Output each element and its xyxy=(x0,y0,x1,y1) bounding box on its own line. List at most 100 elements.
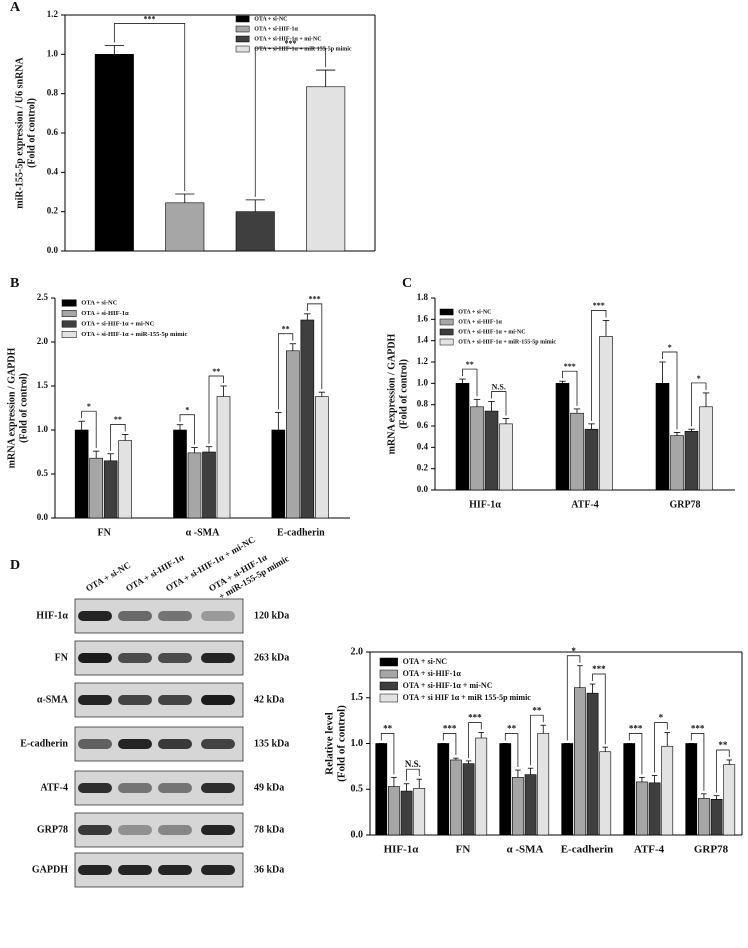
blot-band xyxy=(201,611,235,621)
error-bar xyxy=(473,398,481,407)
legend-label: OTA + si-HIF-1α xyxy=(254,26,298,32)
legend-label: OTA + si-HIF-1α + mi-NC xyxy=(81,320,154,327)
protein-label: HIF-1α xyxy=(36,610,68,621)
panel-label: D xyxy=(10,558,20,573)
error-bar xyxy=(104,45,124,55)
protein-label: GAPDH xyxy=(32,864,68,875)
kda-label: 78 kDa xyxy=(254,824,284,835)
significance-bracket xyxy=(591,310,607,421)
x-tick-label: GRP78 xyxy=(669,499,700,510)
blot-band xyxy=(158,825,192,835)
x-tick-label: GRP78 xyxy=(694,844,729,856)
bar xyxy=(512,777,524,836)
legend-swatch xyxy=(439,328,454,336)
significance-label: * xyxy=(697,374,701,383)
y-axis-label: (Fold of control) xyxy=(26,98,37,168)
legend-swatch xyxy=(235,45,250,53)
protein-label: GRP78 xyxy=(37,824,68,835)
x-tick-label: HIF-1α xyxy=(469,499,501,510)
significance-label: * xyxy=(87,402,91,411)
error-bar xyxy=(403,783,410,792)
bar xyxy=(470,406,484,491)
bar xyxy=(74,429,89,519)
error-bar xyxy=(459,378,466,384)
protein-label: α-SMA xyxy=(37,694,69,705)
error-bar xyxy=(107,453,114,461)
y-tick-label: 2.0 xyxy=(351,646,364,657)
significance-label: * xyxy=(185,406,189,415)
error-bar xyxy=(602,319,610,337)
y-axis-label: (Fold of control) xyxy=(398,359,409,429)
error-bar xyxy=(659,361,666,384)
bar xyxy=(413,788,426,836)
bar xyxy=(661,745,674,836)
significance-bracket xyxy=(654,722,668,773)
y-tick-label: 1.8 xyxy=(417,292,429,302)
y-tick-label: 1.2 xyxy=(417,356,429,366)
legend-label: OTA + si-HIF-1α xyxy=(403,669,462,678)
blot-band xyxy=(118,739,152,749)
blot-band xyxy=(201,783,235,793)
error-bar xyxy=(465,760,472,764)
x-tick-label: ATF-4 xyxy=(571,499,599,510)
y-tick-label: 0.8 xyxy=(47,88,59,98)
bar xyxy=(623,743,636,836)
error-bar xyxy=(304,313,311,320)
protein-label: ATF-4 xyxy=(40,782,68,793)
error-bar xyxy=(726,759,733,765)
error-bar xyxy=(701,793,707,799)
bar xyxy=(685,743,698,836)
bar xyxy=(235,211,275,252)
significance-bracket xyxy=(468,722,482,758)
significance-bracket xyxy=(566,655,581,741)
panel-label: A xyxy=(10,0,21,15)
blot-band xyxy=(158,783,192,793)
error-bar xyxy=(275,411,282,430)
bar xyxy=(315,396,329,519)
x-tick-label: α -SMA xyxy=(507,844,544,856)
bar xyxy=(484,410,499,491)
legend-label: OTA + si-HIF-1α + mi-NC xyxy=(403,681,493,690)
significance-bracket xyxy=(81,410,97,449)
error-bar xyxy=(515,769,521,778)
blot-band xyxy=(158,695,192,705)
significance-label: *** xyxy=(443,724,457,734)
legend-swatch xyxy=(235,15,250,23)
blot-band xyxy=(118,653,152,663)
error-bar xyxy=(589,683,596,694)
bar xyxy=(499,743,512,836)
error-bar xyxy=(540,724,547,734)
legend-swatch xyxy=(61,320,77,328)
significance-bracket xyxy=(491,391,507,416)
significance-bracket xyxy=(562,370,578,406)
kda-label: 263 kDa xyxy=(254,652,289,663)
blot-band xyxy=(78,739,112,749)
error-bar xyxy=(502,418,510,424)
bar xyxy=(670,435,684,491)
legend-label: OTA + si-HIF-1α xyxy=(81,310,129,317)
error-bar xyxy=(559,380,566,384)
y-tick-label: 0.0 xyxy=(47,245,59,255)
error-bar xyxy=(92,450,100,459)
error-bar xyxy=(191,447,198,453)
y-tick-label: 0.0 xyxy=(351,829,364,840)
y-tick-label: 0.4 xyxy=(47,166,59,176)
bar xyxy=(94,54,134,252)
y-tick-label: 1.0 xyxy=(47,48,59,58)
bar xyxy=(599,336,613,491)
error-bar xyxy=(688,428,695,432)
legend-label: OTA + si-NC xyxy=(458,309,491,315)
error-bar xyxy=(713,795,720,800)
kda-label: 42 kDa xyxy=(254,694,284,705)
blot-band xyxy=(201,825,235,835)
y-tick-label: 2.0 xyxy=(37,336,49,346)
x-tick-label: HIF-1α xyxy=(384,844,420,856)
legend-label: OTA + si-HIF-1α xyxy=(458,319,502,325)
blot-band xyxy=(158,653,192,663)
legend-label: OTA + si HIF 1α + miR 155-5p mimic xyxy=(403,693,532,702)
legend-label: OTA + si-HIF-1α + miR 155-5p mimic xyxy=(254,46,352,52)
y-tick-label: 1.2 xyxy=(47,9,59,19)
y-tick-label: 1.0 xyxy=(37,424,49,434)
y-tick-label: 0.0 xyxy=(417,484,429,494)
y-axis-label: Relative level xyxy=(324,712,336,775)
